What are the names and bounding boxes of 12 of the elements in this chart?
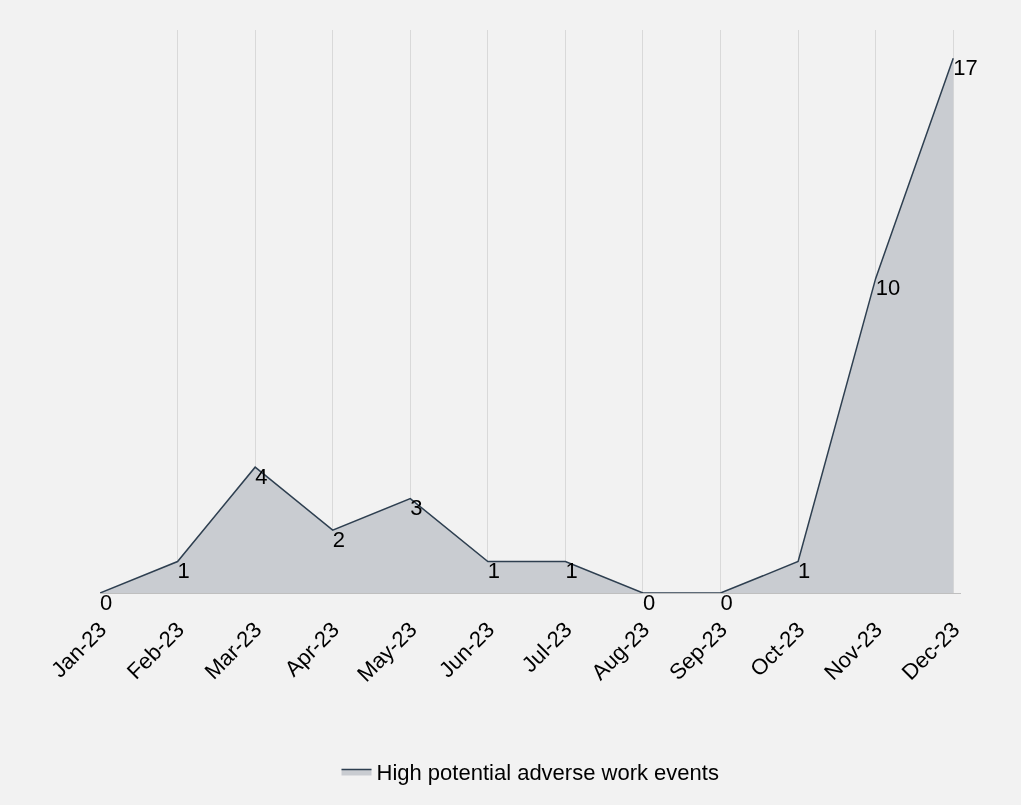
data-label: 17 bbox=[953, 54, 978, 80]
data-label: 0 bbox=[720, 589, 733, 615]
data-label: 0 bbox=[642, 589, 656, 615]
data-label: 1 bbox=[177, 558, 190, 584]
data-label: 0 bbox=[100, 589, 113, 615]
data-label: 1 bbox=[565, 558, 578, 584]
data-label: 1 bbox=[798, 558, 811, 584]
data-label: 1 bbox=[487, 558, 501, 584]
legend-label: High potential adverse work events bbox=[376, 760, 719, 786]
data-label: 10 bbox=[875, 274, 901, 300]
data-label: 2 bbox=[332, 526, 345, 552]
data-label: 4 bbox=[255, 463, 268, 489]
